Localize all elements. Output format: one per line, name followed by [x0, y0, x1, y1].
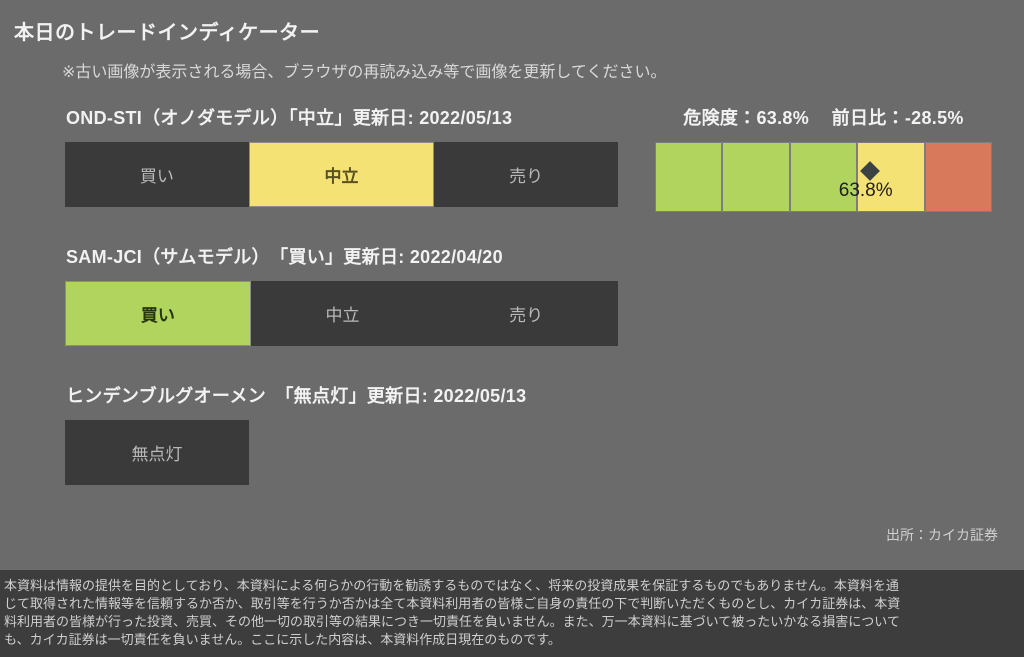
indicator-segment-bar: 無点灯: [65, 420, 249, 485]
gauge-cell-3: [789, 142, 858, 212]
gauge-cell-2: [722, 142, 790, 212]
segment-sell[interactable]: 売り: [434, 142, 619, 207]
risk-gauge-panel: 危険度：63.8% 前日比：-28.5% 63.8%: [655, 104, 993, 212]
segment-off[interactable]: 無点灯: [65, 420, 249, 485]
gauge-cell-4: [857, 142, 925, 212]
indicator-heading: OND-STI（オノダモデル）「中立」更新日: 2022/05/13: [66, 108, 513, 128]
indicator-list: OND-STI（オノダモデル）「中立」更新日: 2022/05/13 買い 中立…: [0, 104, 640, 521]
gauge-cell-5: [924, 142, 993, 212]
risk-level-label: 危険度：63.8%: [683, 108, 810, 128]
segment-neutral[interactable]: 中立: [248, 142, 435, 207]
indicator-row: ヒンデンブルグオーメン 「無点灯」更新日: 2022/05/13 無点灯: [0, 382, 640, 485]
refresh-note: ※古い画像が表示される場合、ブラウザの再読み込み等で画像を更新してください。: [62, 64, 667, 81]
disclaimer-footer: 本資料は情報の提供を目的としており、本資料による何らかの行動を勧誘するものではな…: [0, 570, 1024, 657]
risk-gauge: 63.8%: [655, 142, 993, 212]
segment-sell[interactable]: 売り: [434, 281, 619, 346]
disclaimer-line: も、カイカ証券は一切責任を負いません。ここに示した内容は、本資料作成日現在のもの…: [4, 632, 561, 647]
page-title: 本日のトレードインディケーター: [14, 22, 321, 44]
source-attribution: 出所：カイカ証券: [886, 527, 998, 543]
indicator-row: SAM-JCI（サムモデル） 「買い」更新日: 2022/04/20 買い 中立…: [0, 243, 640, 346]
segment-buy[interactable]: 買い: [65, 281, 251, 346]
risk-change-label: 前日比：-28.5%: [831, 108, 964, 128]
risk-headline: 危険度：63.8% 前日比：-28.5%: [655, 104, 992, 130]
segment-buy[interactable]: 買い: [65, 142, 249, 207]
disclaimer-line: 料利用者の皆様が行った投資、売買、その他一切の取引等の結果につき一切責任を負いま…: [4, 614, 900, 629]
segment-neutral[interactable]: 中立: [250, 281, 435, 346]
indicator-heading: SAM-JCI（サムモデル） 「買い」更新日: 2022/04/20: [66, 247, 503, 267]
disclaimer-line: 本資料は情報の提供を目的としており、本資料による何らかの行動を勧誘するものではな…: [4, 578, 899, 593]
indicator-segment-bar: 買い 中立 売り: [65, 142, 619, 207]
indicator-segment-bar: 買い 中立 売り: [65, 281, 619, 346]
indicator-row: OND-STI（オノダモデル）「中立」更新日: 2022/05/13 買い 中立…: [0, 104, 640, 207]
indicator-heading: ヒンデンブルグオーメン 「無点灯」更新日: 2022/05/13: [66, 386, 527, 406]
gauge-cell-1: [655, 142, 723, 212]
disclaimer-line: じて取得された情報等を信頼するか否か、取引等を行うか否かは全て本資料利用者の皆様…: [4, 596, 901, 611]
